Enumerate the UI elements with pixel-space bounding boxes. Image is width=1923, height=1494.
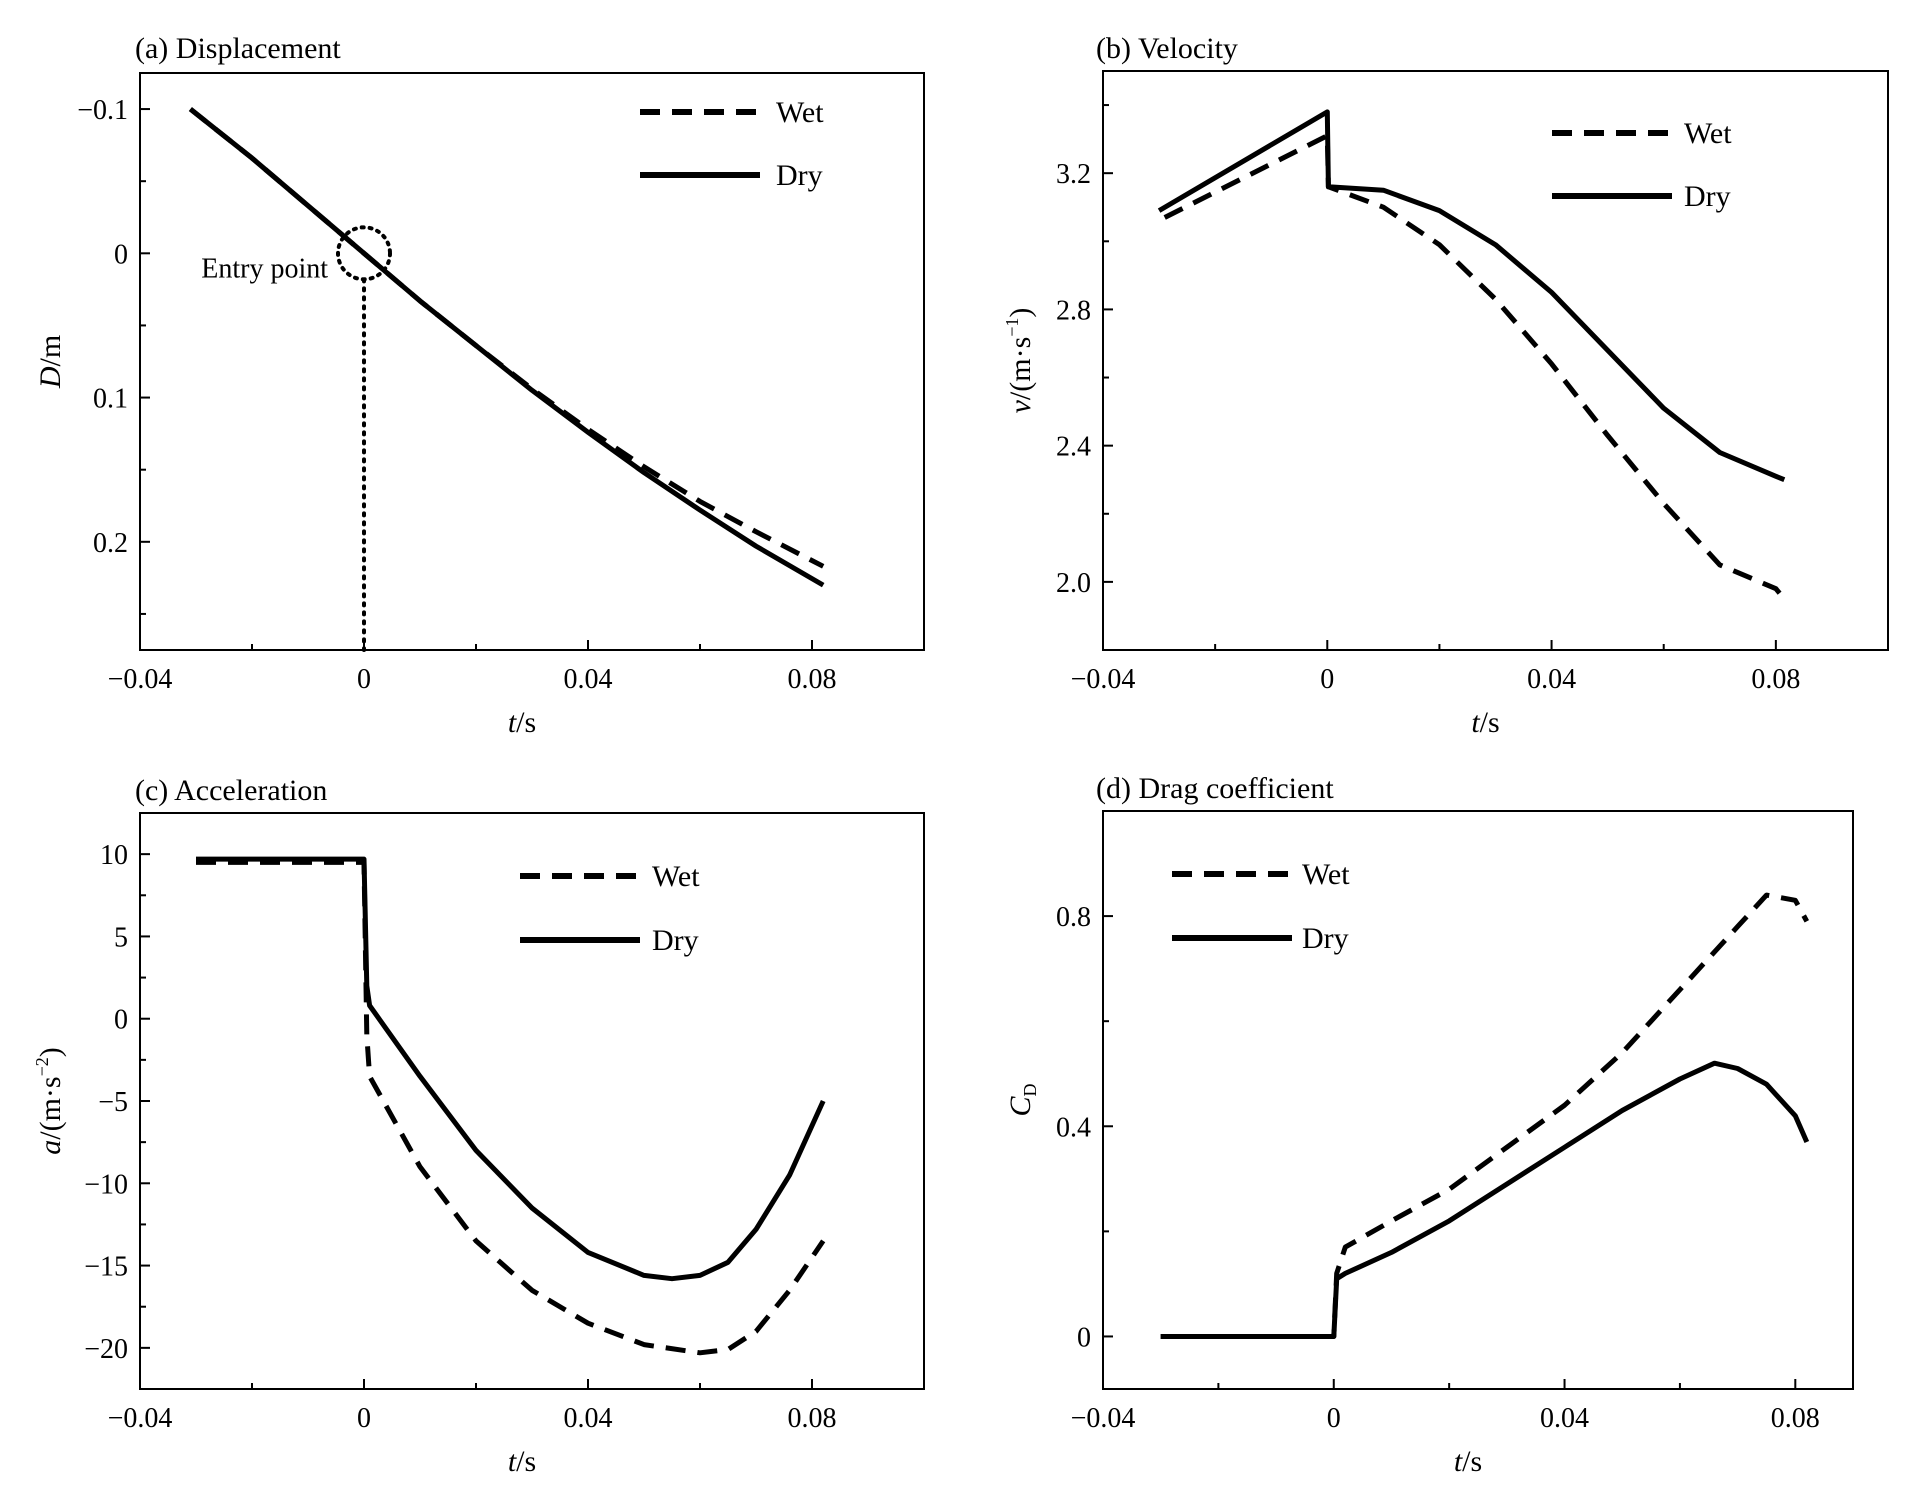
chart-panel-a: (a) Displacement −0.04 0 0.04 0.08 −0.1 0 0.1 0.… [34,32,925,739]
x-tick-label: 0 [1320,664,1334,695]
plot-frame [1102,810,1854,1390]
x-tick-label: 0.08 [788,664,837,695]
x-axis-unit: /s [1480,706,1500,739]
y-tick-label: 0.2 [93,528,128,559]
chart-title: (d) Drag coefficient [1096,772,1334,805]
x-tick-label: −0.04 [1071,664,1136,695]
x-axis-label: t/s [508,1445,536,1478]
y-axis-unit: /(m·s [1004,337,1037,400]
x-axis-symbol: t [1454,1445,1463,1478]
legend-label-wet: Wet [1302,858,1350,891]
plot-frame [139,72,925,651]
series-line-wet [196,859,826,1356]
chart-panel-c: (c) Acceleration −0.04 0 0.04 0.08 10 5 0 −5 −10 −… [32,774,925,1478]
y-axis-superscript: −2 [32,1057,52,1076]
x-tick-label: 0.08 [788,1403,837,1434]
x-tick-label: 0 [1327,1403,1341,1434]
y-tick-label: −20 [84,1334,128,1365]
x-axis-label: t/s [508,706,536,739]
legend: Wet Dry [1172,858,1350,955]
y-tick-label: 2.0 [1056,568,1091,599]
y-axis-symbol: a [34,1140,67,1155]
x-tick-label: −0.04 [1071,1403,1136,1434]
x-axis-label: t/s [1454,1445,1482,1478]
legend-label-dry: Dry [1684,180,1731,213]
y-axis-symbol: C [1004,1096,1037,1117]
y-axis-symbol: v [1004,399,1037,413]
x-axis-unit: /s [1462,1445,1482,1478]
y-tick-label: 0 [1077,1322,1091,1353]
chart-panel-d: (d) Drag coefficient −0.04 0 0.04 0.08 0 0.4 0.… [1004,772,1854,1478]
x-tick-label: 0 [357,1403,371,1434]
x-tick-label: 0.08 [1751,664,1800,695]
legend-label-dry: Dry [776,159,823,192]
chart-title: (a) Displacement [135,32,341,65]
y-tick-label: −5 [98,1087,128,1118]
y-tick-label: 0.8 [1056,902,1091,933]
y-tick-label: 0 [114,1005,128,1036]
y-axis-unit-end: ) [1004,308,1037,318]
chart-panel-b: (b) Velocity−0.04 0 0.04 0.082.02.42.83.2t/… [1002,32,1889,739]
x-axis-unit: /s [516,1445,536,1478]
y-tick-label: −15 [84,1252,128,1283]
y-tick-label: 2.8 [1056,295,1091,326]
y-axis-symbol: D [34,366,67,389]
y-axis-unit-end: ) [34,1047,67,1057]
series-line-dry [1157,109,1786,483]
chart-title: (c) Acceleration [135,774,327,807]
y-axis-label: v/(m·s−1) [1002,308,1037,414]
x-tick-label: 0 [357,664,371,695]
series-line-wet [1160,892,1809,1339]
x-axis-unit: /s [516,706,536,739]
x-tick-label: 0.04 [1540,1403,1589,1434]
y-axis-unit: /(m·s [34,1076,67,1139]
x-axis-label: t/s [1471,706,1499,739]
y-axis-label: D/m [34,335,67,389]
x-tick-label: 0.04 [564,664,613,695]
y-tick-label: 0.1 [93,384,128,415]
entry-point-label: Entry point [201,253,328,284]
y-axis-label: CD [1004,1083,1040,1116]
y-tick-label: −10 [84,1169,128,1200]
y-tick-label: −0.1 [77,95,128,126]
x-axis-symbol: t [508,706,517,739]
y-tick-label: 5 [114,922,128,953]
y-axis-unit: /m [34,335,67,367]
legend-label-dry: Dry [1302,922,1349,955]
legend: Wet Dry [520,860,700,957]
y-axis-subscript: D [1020,1083,1040,1096]
legend: Wet Dry [1552,117,1732,213]
legend-label-wet: Wet [776,96,824,129]
plot-frame [1102,70,1889,651]
y-axis-superscript: −1 [1002,318,1022,337]
chart-title: (b) Velocity [1096,32,1238,65]
y-axis-label: a/(m·s−2) [32,1047,67,1154]
x-tick-label: −0.04 [108,1403,173,1434]
x-axis-symbol: t [508,1445,517,1478]
legend: Wet Dry [640,96,824,192]
series-line-dry [188,107,825,588]
x-tick-label: −0.04 [108,664,173,695]
x-tick-label: 0.04 [1527,664,1576,695]
series-line-dry [1160,1060,1810,1339]
legend-label-wet: Wet [652,860,700,893]
y-tick-label: 0.4 [1056,1112,1091,1143]
y-tick-label: 0 [114,239,128,270]
x-tick-label: 0.04 [564,1403,613,1434]
plot-frame [139,812,925,1390]
x-tick-label: 0.08 [1771,1403,1820,1434]
y-tick-label: 3.2 [1056,159,1091,190]
legend-label-wet: Wet [1684,117,1732,150]
x-axis-symbol: t [1471,706,1480,739]
y-tick-label: 10 [100,840,128,871]
series-line-dry [196,856,826,1282]
legend-label-dry: Dry [652,924,699,957]
y-tick-label: 2.4 [1056,432,1091,463]
